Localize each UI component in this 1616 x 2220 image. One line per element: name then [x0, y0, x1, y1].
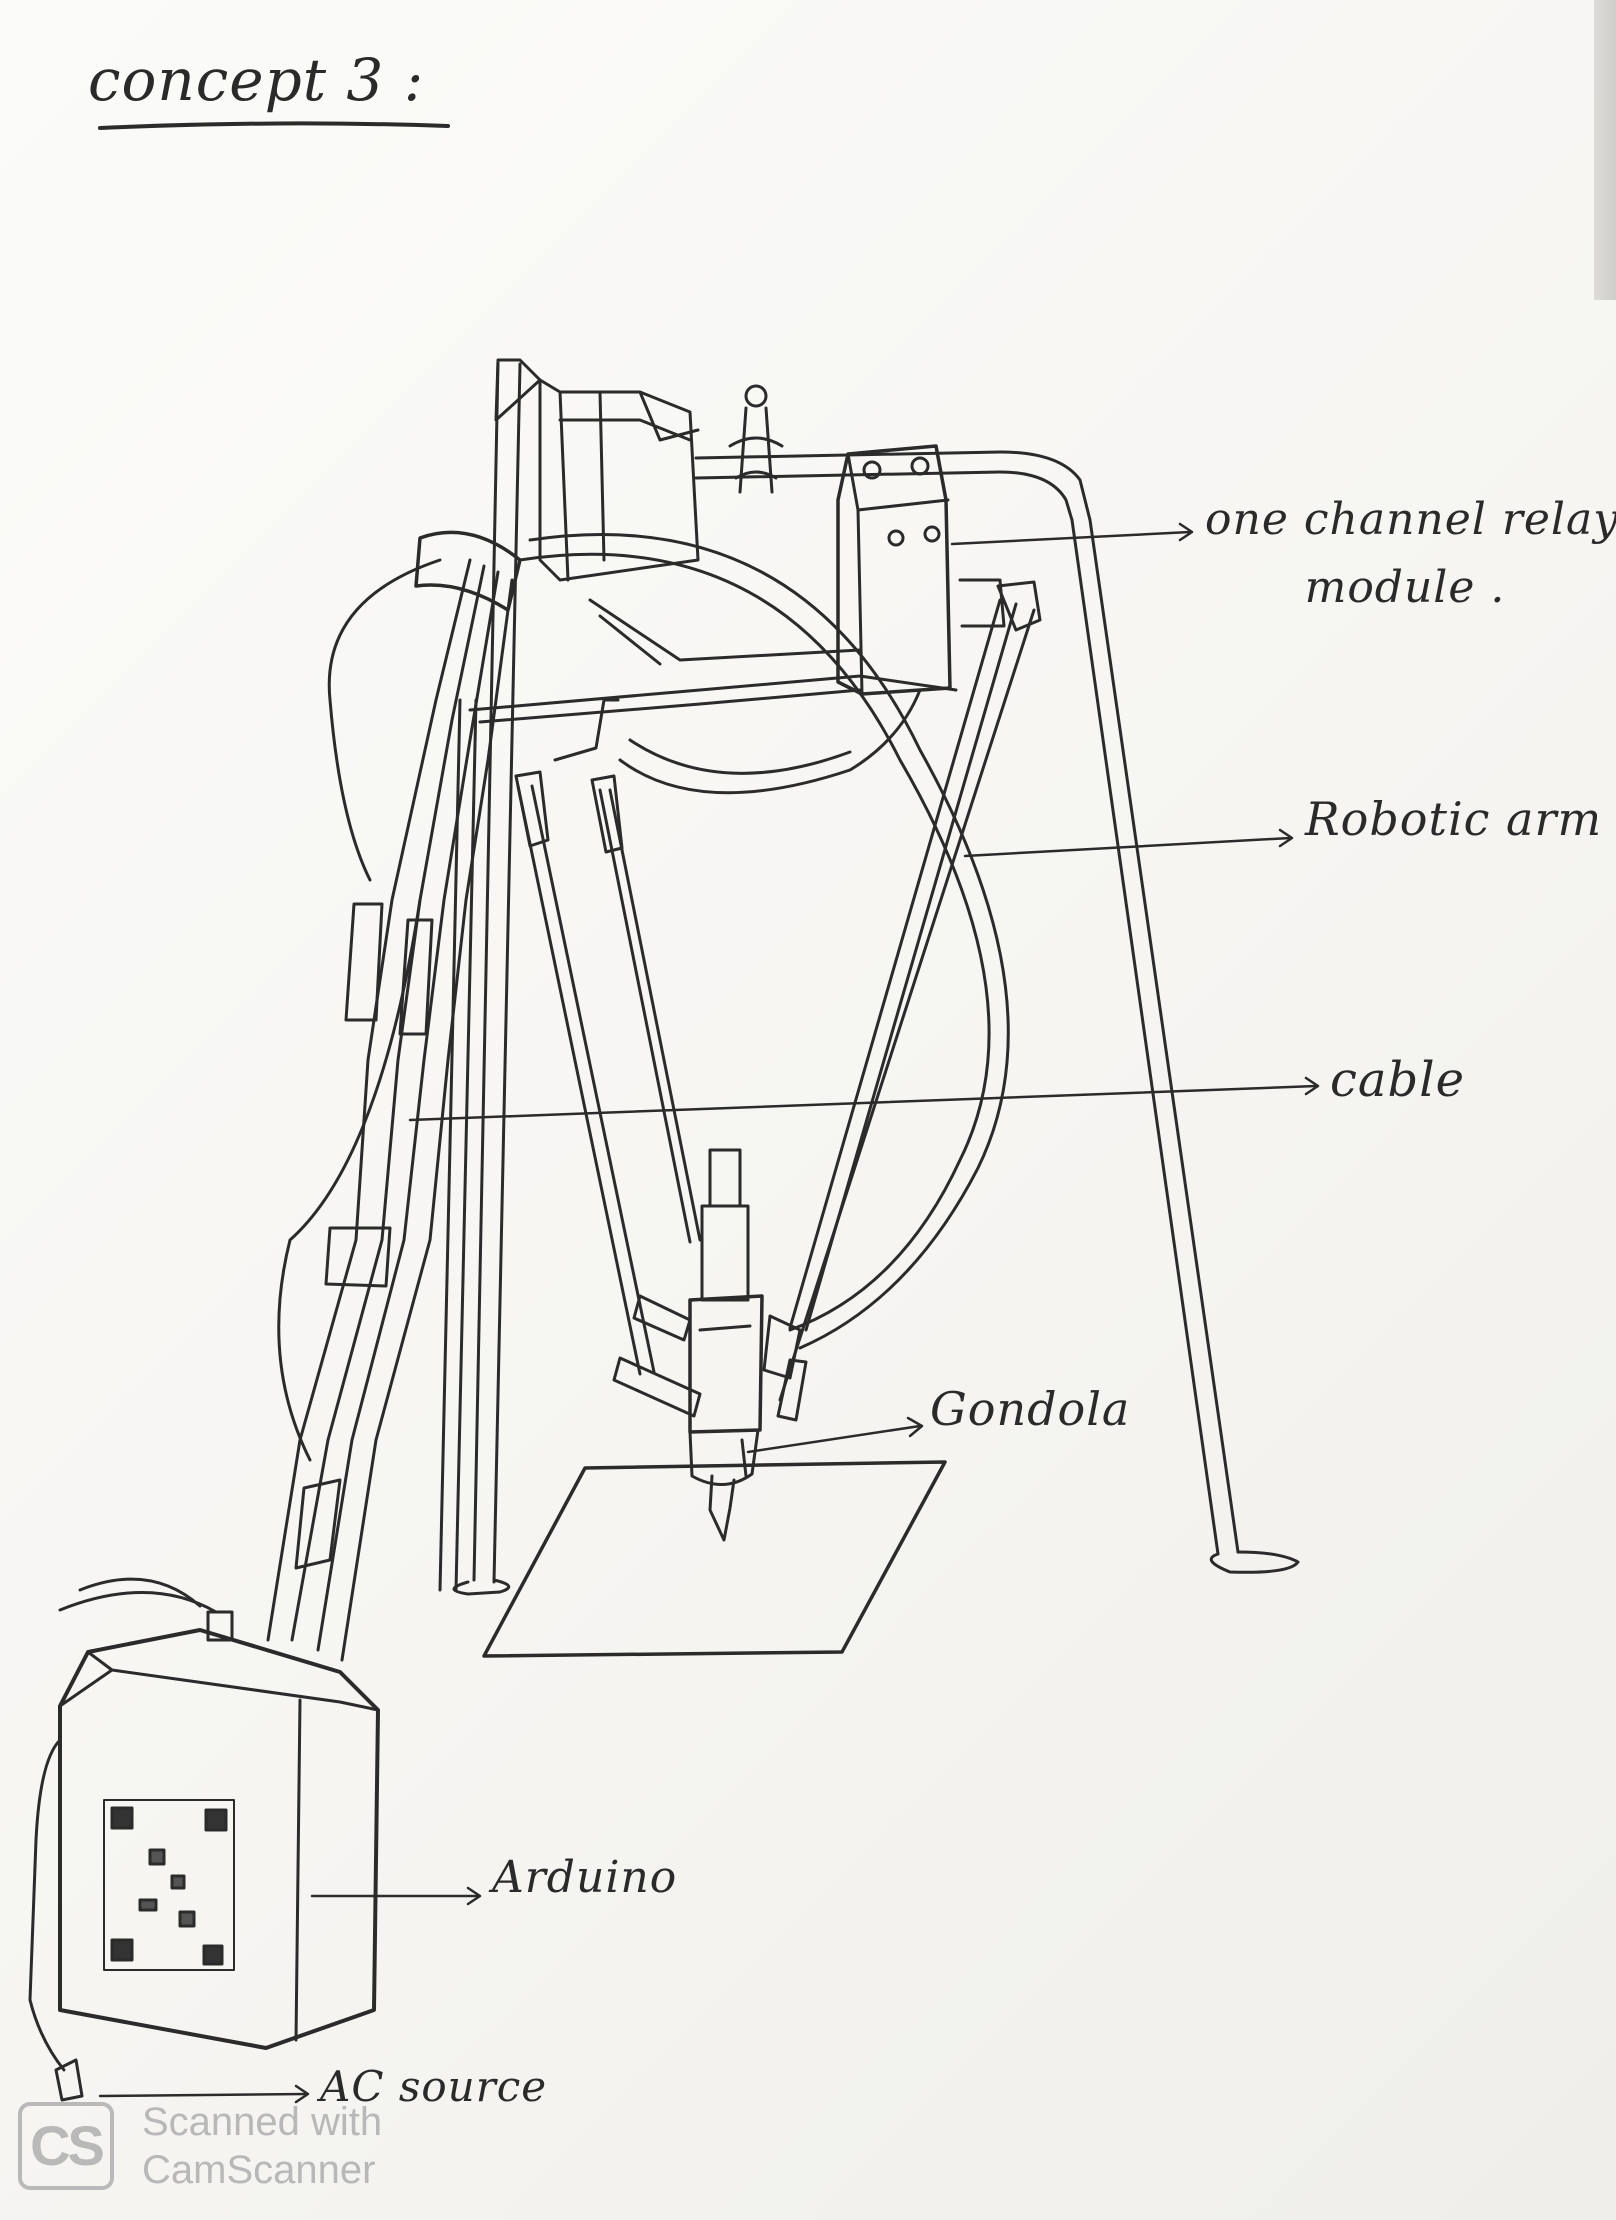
- arrow-gondola: [746, 1424, 922, 1454]
- frame: [438, 358, 1300, 1596]
- leader-lines: [98, 522, 1320, 2104]
- label-relay-line2: module .: [1304, 562, 1506, 613]
- cable-bundle: [266, 530, 522, 1662]
- page-title: concept 3 :: [88, 46, 425, 114]
- label-relay-line1: one channel relay: [1205, 494, 1616, 545]
- title-underline: [98, 121, 450, 130]
- work-sheet: [482, 1460, 947, 1658]
- cable: [518, 532, 1010, 1350]
- watermark-line1: Scanned with: [142, 2100, 383, 2144]
- arrow-ac: [98, 2092, 308, 2098]
- relay-module: [836, 444, 1006, 696]
- label-gondola: Gondola: [930, 1382, 1131, 1436]
- watermark-line2: CamScanner: [142, 2148, 376, 2192]
- arduino-box: [28, 1577, 380, 2102]
- arrow-arm: [963, 836, 1292, 858]
- top-platform: [468, 378, 958, 724]
- label-arduino: Arduino: [492, 1852, 678, 1903]
- camscanner-watermark: CS Scanned with CamScanner: [14, 2098, 454, 2198]
- robotic-arm: [514, 580, 1042, 1422]
- label-robotic-arm: Robotic arm: [1305, 792, 1603, 846]
- label-relay-module: one channel relay module .: [1205, 486, 1616, 622]
- camscanner-logo-icon: CS: [18, 2102, 114, 2190]
- arrow-relay: [950, 530, 1192, 546]
- gondola: [688, 1148, 764, 1542]
- label-cable: cable: [1330, 1052, 1465, 1108]
- arrow-cable: [408, 1084, 1318, 1122]
- label-ac-source: AC source: [320, 2062, 548, 2111]
- paper-edge-shadow: [1594, 0, 1616, 300]
- top-bracket: [728, 384, 784, 494]
